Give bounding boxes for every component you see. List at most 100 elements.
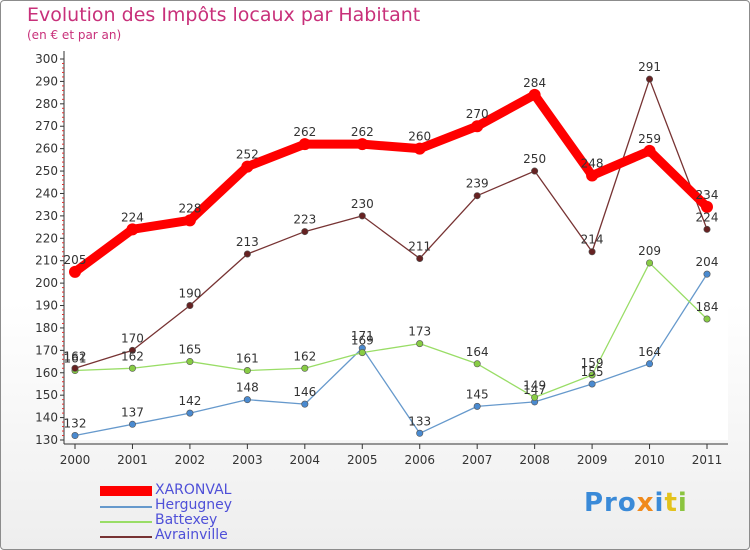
x-tick-label: 2006 <box>404 453 435 467</box>
data-label-hergugney: 204 <box>696 255 719 269</box>
data-point-xaronval <box>183 214 196 227</box>
data-label-battexey: 149 <box>523 378 546 392</box>
legend-label-battexey: Battexey <box>155 512 218 528</box>
data-label-hergugney: 133 <box>408 414 431 428</box>
data-label-avrainville: 224 <box>696 210 719 224</box>
data-label-avrainville: 291 <box>638 60 661 74</box>
legend-swatch-battexey <box>100 521 152 523</box>
data-point-hergugney <box>71 432 79 440</box>
data-point-battexey <box>186 358 194 366</box>
legend: XARONVAL Hergugney Battexey Avrainville <box>100 482 300 544</box>
legend-item-battexey: Battexey <box>100 512 300 529</box>
data-label-battexey: 169 <box>351 334 374 348</box>
data-label-xaronval: 259 <box>638 132 661 146</box>
data-point-xaronval <box>471 120 484 133</box>
data-point-xaronval <box>356 138 369 151</box>
series-line-hergugney <box>74 273 708 437</box>
data-point-avrainville <box>416 254 424 262</box>
data-point-hergugney <box>646 360 654 368</box>
data-label-avrainville: 250 <box>523 152 546 166</box>
y-tick-label: 290 <box>35 74 58 88</box>
y-tick-label: 300 <box>35 52 58 66</box>
data-point-avrainville <box>301 228 309 236</box>
data-label-avrainville: 230 <box>351 197 374 211</box>
legend-swatch-hergugney <box>100 506 152 508</box>
data-label-hergugney: 146 <box>293 385 316 399</box>
data-point-battexey <box>358 349 366 357</box>
x-tick-label: 2009 <box>577 453 608 467</box>
data-point-avrainville <box>243 250 251 258</box>
logo-part: t <box>664 488 678 518</box>
y-tick-label: 250 <box>35 164 58 178</box>
y-tick-label: 240 <box>35 186 58 200</box>
data-label-xaronval: 248 <box>581 157 604 171</box>
data-label-avrainville: 214 <box>581 233 604 247</box>
x-tick-label: 2010 <box>634 453 665 467</box>
logo-part: Pro <box>584 488 637 518</box>
data-point-avrainville <box>186 302 194 310</box>
data-label-xaronval: 262 <box>293 125 316 139</box>
data-label-hergugney: 171 <box>351 329 374 343</box>
data-point-xaronval <box>241 160 254 173</box>
data-point-xaronval <box>586 169 599 182</box>
legend-item-avrainville: Avrainville <box>100 527 300 544</box>
data-point-xaronval <box>69 265 81 278</box>
legend-item-xaronval: XARONVAL <box>100 482 300 499</box>
x-tick-label: 2011 <box>692 453 723 467</box>
x-tick-label: 2008 <box>519 453 550 467</box>
data-label-battexey: 164 <box>466 345 489 359</box>
data-label-xaronval: 260 <box>408 130 431 144</box>
data-point-hergugney <box>301 400 309 408</box>
y-tick-label: 170 <box>35 343 58 357</box>
y-tick-label: 200 <box>35 276 58 290</box>
y-tick-label: 210 <box>35 254 58 268</box>
data-point-battexey <box>531 393 539 401</box>
data-point-avrainville <box>703 225 711 233</box>
data-point-battexey <box>416 340 424 348</box>
data-label-xaronval: 284 <box>523 76 546 90</box>
proxiti-logo: Proxiti <box>584 488 688 518</box>
x-tick-label: 2004 <box>290 453 321 467</box>
legend-swatch-avrainville <box>100 536 152 538</box>
data-point-xaronval <box>528 88 541 101</box>
logo-part: x <box>636 488 655 518</box>
x-tick-label: 2001 <box>117 453 148 467</box>
y-tick-label: 260 <box>35 142 58 156</box>
data-label-battexey: 161 <box>64 352 87 366</box>
data-label-avrainville: 170 <box>121 331 144 345</box>
series-line-avrainville <box>74 78 708 369</box>
legend-swatch-xaronval <box>100 486 152 496</box>
x-tick-label: 2000 <box>60 453 91 467</box>
data-label-avrainville: 211 <box>408 239 431 253</box>
data-label-hergugney: 155 <box>581 365 604 379</box>
data-point-avrainville <box>531 167 539 175</box>
data-label-battexey: 209 <box>638 244 661 258</box>
data-point-avrainville <box>473 192 481 200</box>
data-label-battexey: 162 <box>121 349 144 363</box>
y-tick-label: 220 <box>35 231 58 245</box>
data-label-battexey: 173 <box>408 325 431 339</box>
data-point-battexey <box>128 364 136 372</box>
data-label-hergugney: 137 <box>121 405 144 419</box>
data-point-battexey <box>588 371 596 379</box>
x-tick-label: 2007 <box>462 453 493 467</box>
data-point-hergugney <box>128 420 136 428</box>
data-label-xaronval: 224 <box>121 210 144 224</box>
data-label-hergugney: 164 <box>638 345 661 359</box>
data-point-battexey <box>301 364 309 372</box>
data-point-battexey <box>473 360 481 368</box>
data-point-avrainville <box>358 212 366 220</box>
data-point-avrainville <box>646 75 654 83</box>
data-label-hergugney: 132 <box>64 417 87 431</box>
data-point-battexey <box>243 367 251 375</box>
data-point-xaronval <box>643 144 656 157</box>
chart-subtitle: (en € et par an) <box>27 28 122 42</box>
data-label-xaronval: 270 <box>466 107 489 121</box>
data-label-battexey: 162 <box>293 349 316 363</box>
data-point-hergugney <box>473 402 481 410</box>
legend-label-hergugney: Hergugney <box>155 497 233 513</box>
data-label-xaronval: 228 <box>178 201 201 215</box>
y-tick-label: 180 <box>35 321 58 335</box>
x-tick-label: 2003 <box>232 453 263 467</box>
